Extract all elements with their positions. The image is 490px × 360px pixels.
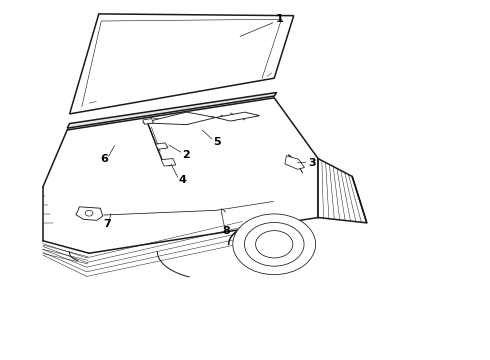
Circle shape	[233, 214, 316, 275]
Text: 1: 1	[275, 14, 283, 24]
Polygon shape	[67, 93, 277, 128]
Polygon shape	[143, 112, 216, 125]
Polygon shape	[285, 156, 304, 169]
Polygon shape	[216, 112, 260, 121]
Polygon shape	[155, 143, 168, 149]
Polygon shape	[161, 158, 176, 166]
Polygon shape	[70, 14, 294, 114]
Circle shape	[85, 210, 93, 216]
Circle shape	[245, 222, 304, 266]
Text: 2: 2	[182, 150, 190, 160]
Text: 8: 8	[222, 226, 230, 236]
Text: 6: 6	[101, 154, 109, 164]
Text: 3: 3	[308, 158, 316, 168]
Circle shape	[256, 231, 293, 258]
Text: 5: 5	[213, 137, 220, 147]
Polygon shape	[76, 207, 103, 220]
Text: 4: 4	[179, 175, 187, 185]
Polygon shape	[143, 118, 153, 124]
Text: 7: 7	[104, 219, 112, 229]
Polygon shape	[318, 158, 367, 223]
